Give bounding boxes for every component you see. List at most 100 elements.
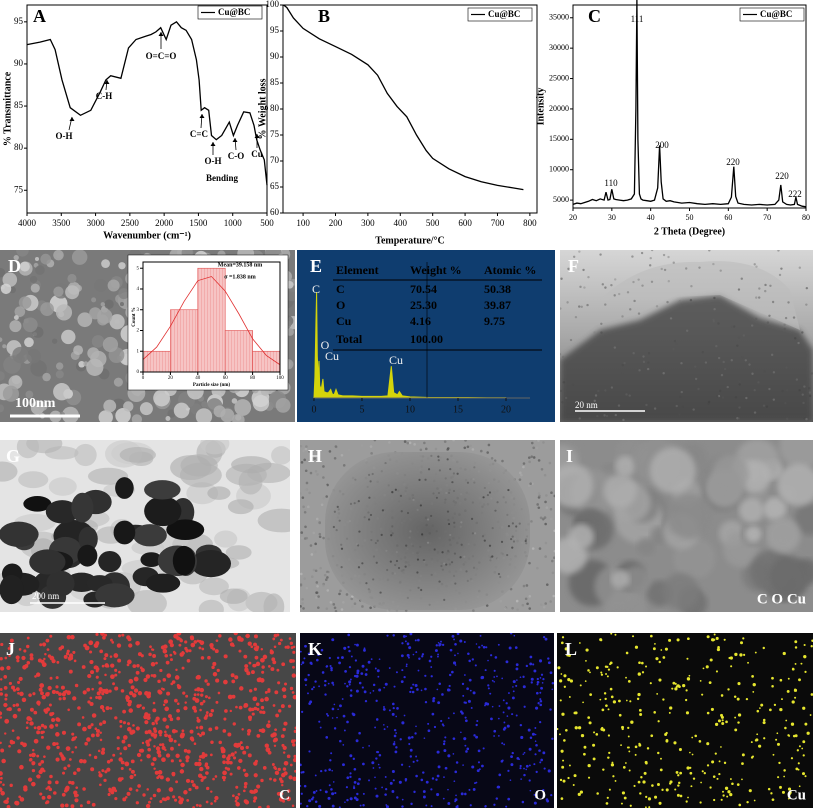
element-dot	[674, 687, 677, 690]
element-dot	[111, 641, 114, 644]
element-dot	[71, 804, 75, 808]
annotation: 220	[726, 157, 740, 167]
element-dot	[630, 805, 632, 807]
nanoparticle	[146, 574, 180, 593]
lattice-speck	[472, 501, 474, 503]
element-dot	[277, 681, 280, 684]
speckle	[678, 413, 680, 415]
element-dot	[29, 717, 33, 721]
element-dot	[122, 797, 126, 801]
element-dot	[520, 724, 522, 726]
element-dot	[108, 793, 111, 796]
element-dot	[146, 694, 151, 699]
element-dot	[501, 742, 503, 744]
speckle	[708, 249, 710, 251]
element-dot	[689, 675, 691, 677]
lattice-speck	[471, 518, 473, 520]
element-dot	[91, 733, 95, 737]
element-dot	[542, 682, 544, 684]
lattice-speck	[522, 604, 525, 607]
element-dot	[608, 752, 610, 754]
element-dot	[175, 675, 180, 680]
element-dot	[557, 666, 560, 669]
lattice-speck	[449, 563, 451, 565]
lattice-speck	[463, 446, 466, 449]
lattice-speck	[340, 544, 342, 546]
element-dot	[378, 689, 381, 692]
lattice-speck	[404, 440, 407, 443]
x-tick-label: 10	[405, 404, 415, 415]
element-dot	[102, 636, 106, 640]
element-dot	[584, 746, 587, 749]
lattice-speck	[409, 536, 411, 538]
element-dot	[730, 665, 732, 667]
element-dot	[551, 689, 553, 691]
element-dot	[146, 754, 150, 758]
lattice-speck	[416, 441, 419, 444]
element-dot	[709, 786, 711, 788]
element-dot	[460, 710, 463, 713]
element-dot	[516, 663, 519, 666]
lattice-speck	[316, 585, 319, 588]
element-dot	[356, 670, 359, 673]
element-dot	[639, 709, 642, 712]
element-dot	[23, 649, 26, 652]
element-dot	[368, 779, 370, 781]
element-dot	[563, 674, 566, 677]
element-dot	[393, 779, 395, 781]
element-dot	[190, 730, 194, 734]
element-dot	[375, 757, 377, 759]
x-axis-label: Temperature/°C	[375, 235, 445, 246]
lattice-speck	[420, 504, 422, 506]
y-tick-label: 70	[270, 155, 280, 165]
element-dot	[379, 767, 381, 769]
element-dot	[325, 790, 328, 793]
element-dot	[276, 669, 279, 672]
element-dot	[248, 715, 252, 719]
element-dot	[658, 720, 660, 722]
element-dot	[280, 780, 284, 784]
table-header: Atomic %	[484, 263, 536, 277]
element-dot	[112, 754, 115, 757]
element-dot	[100, 731, 102, 733]
lattice-speck	[500, 452, 503, 455]
film	[214, 530, 237, 547]
element-dot	[301, 664, 303, 666]
element-dot	[192, 706, 196, 710]
element-dot	[635, 754, 637, 756]
speckle	[738, 417, 740, 419]
element-dot	[545, 638, 548, 641]
element-dot	[334, 727, 336, 729]
element-dot	[212, 662, 216, 666]
element-dot	[529, 764, 531, 766]
lattice-speck	[472, 609, 475, 612]
lattice-speck	[545, 542, 548, 545]
element-dot	[743, 654, 745, 656]
element-dot	[189, 649, 192, 652]
element-dot	[609, 789, 611, 791]
element-dot	[779, 786, 782, 789]
lattice-speck	[377, 540, 379, 542]
lattice-speck	[412, 499, 414, 501]
lattice-speck	[398, 500, 400, 502]
lattice-speck	[454, 582, 456, 584]
lattice-speck	[337, 506, 339, 508]
element-dot	[715, 753, 717, 755]
element-dot	[749, 789, 752, 792]
element-dot	[56, 661, 59, 664]
element-dot	[199, 734, 202, 737]
element-dot	[275, 771, 279, 775]
element-dot	[151, 662, 156, 667]
element-dot	[560, 779, 562, 781]
lattice-speck	[354, 602, 357, 605]
x-tick-label: 80	[250, 376, 256, 381]
element-dot	[350, 694, 353, 697]
annotation: O=C=O	[146, 51, 177, 61]
element-dot	[618, 700, 621, 703]
element-dot	[503, 728, 506, 731]
element-dot	[17, 681, 20, 684]
element-dot	[632, 635, 634, 637]
element-dot	[529, 662, 532, 665]
speckle	[604, 389, 606, 391]
